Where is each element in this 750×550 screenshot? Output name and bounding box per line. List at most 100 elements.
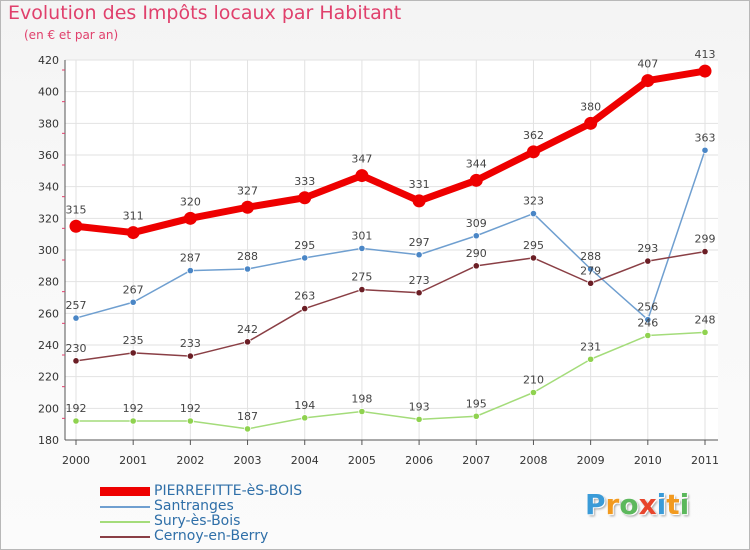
- data-label: 235: [123, 334, 144, 347]
- data-point: [301, 414, 309, 422]
- data-point: [584, 116, 598, 130]
- series-line-santranges: [75, 149, 706, 321]
- data-label: 327: [237, 184, 258, 197]
- chart-subtitle: (en € et par an): [24, 28, 119, 42]
- data-label: 320: [180, 195, 201, 208]
- logo-letter: i: [679, 488, 690, 521]
- data-label: 194: [294, 399, 315, 412]
- legend-swatch: [100, 521, 150, 523]
- data-point: [298, 191, 312, 205]
- y-tick-label: 420: [38, 54, 59, 67]
- data-label: 288: [580, 250, 601, 263]
- legend-label: Sury-ès-Bois: [154, 513, 241, 529]
- x-tick-label: 2011: [691, 454, 719, 467]
- data-point: [358, 244, 366, 253]
- data-label: 248: [695, 313, 716, 326]
- legend-swatch: [100, 506, 150, 508]
- data-point: [72, 357, 80, 365]
- data-label: 290: [466, 247, 487, 260]
- data-label: 295: [523, 239, 544, 252]
- data-label: 363: [695, 131, 716, 144]
- data-point: [126, 226, 140, 240]
- data-label: 267: [123, 283, 144, 296]
- x-tick-label: 2010: [634, 454, 662, 467]
- data-point: [358, 407, 366, 416]
- x-tick-label: 2006: [405, 454, 433, 467]
- data-point: [587, 265, 595, 273]
- data-label: 344: [466, 157, 487, 170]
- series-line-pierrefitte-s-bois: [72, 67, 709, 237]
- x-tick-label: 2003: [234, 454, 262, 467]
- data-label: 407: [637, 58, 658, 71]
- data-label: 273: [409, 274, 430, 287]
- data-point: [355, 169, 369, 183]
- data-point: [241, 200, 255, 214]
- data-label: 192: [66, 402, 87, 415]
- logo-letter: i: [656, 488, 667, 521]
- data-label: 333: [294, 175, 315, 188]
- chart-title: Evolution des Impôts locaux par Habitant: [8, 2, 402, 24]
- x-tick-label: 2004: [291, 454, 319, 467]
- y-tick-label: 260: [38, 307, 59, 320]
- data-label: 287: [180, 252, 201, 265]
- x-tick-label: 2005: [348, 454, 376, 467]
- data-label: 323: [523, 195, 544, 208]
- data-point: [129, 349, 137, 357]
- data-point: [644, 316, 652, 324]
- logo-letter: P: [585, 488, 606, 521]
- data-label: 257: [66, 299, 87, 312]
- data-point: [243, 265, 252, 273]
- data-point: [526, 145, 540, 159]
- data-label: 315: [66, 203, 87, 216]
- data-label: 279: [580, 264, 601, 277]
- data-point: [641, 74, 655, 88]
- data-label: 256: [637, 301, 658, 314]
- data-point: [529, 388, 538, 397]
- y-tick-label: 220: [38, 371, 59, 384]
- data-point: [69, 219, 83, 233]
- data-label: 195: [466, 397, 487, 410]
- legend-label: Santranges: [154, 498, 234, 514]
- data-label: 299: [695, 233, 716, 246]
- data-point: [701, 328, 709, 336]
- data-label: 288: [237, 250, 258, 263]
- y-tick-label: 300: [38, 244, 59, 257]
- data-point: [243, 338, 252, 346]
- data-point: [301, 254, 309, 262]
- legend-label: Cernoy-en-Berry: [154, 528, 269, 544]
- data-label: 331: [409, 178, 430, 191]
- data-point: [412, 194, 426, 208]
- y-tick-label: 340: [38, 181, 59, 194]
- logo-letter: x: [638, 488, 657, 521]
- x-tick-label: 2009: [577, 454, 605, 467]
- data-label: 413: [695, 48, 716, 61]
- data-label: 192: [180, 402, 201, 415]
- logo-letter: t: [666, 488, 680, 521]
- data-label: 295: [294, 239, 315, 252]
- data-point: [358, 285, 366, 294]
- data-point: [529, 209, 538, 218]
- data-point: [472, 232, 480, 240]
- data-label: 187: [237, 410, 258, 423]
- y-tick-label: 380: [38, 117, 59, 130]
- data-point: [472, 412, 480, 420]
- data-label: 193: [409, 400, 430, 413]
- data-point: [472, 262, 480, 270]
- y-tick-label: 360: [38, 149, 59, 162]
- x-tick-label: 2000: [62, 454, 90, 467]
- data-label: 380: [580, 100, 601, 113]
- data-point: [701, 247, 709, 256]
- data-label: 242: [237, 323, 258, 336]
- data-point: [183, 211, 197, 225]
- data-label: 263: [294, 290, 315, 303]
- data-label: 210: [523, 374, 544, 387]
- data-label: 275: [351, 271, 372, 284]
- data-label: 192: [123, 402, 144, 415]
- data-point: [587, 355, 595, 363]
- x-tick-label: 2007: [462, 454, 490, 467]
- y-tick-label: 200: [38, 402, 59, 415]
- data-label: 246: [637, 317, 658, 330]
- data-label: 233: [180, 337, 201, 350]
- series-line-cernoy-en-berry: [75, 250, 706, 362]
